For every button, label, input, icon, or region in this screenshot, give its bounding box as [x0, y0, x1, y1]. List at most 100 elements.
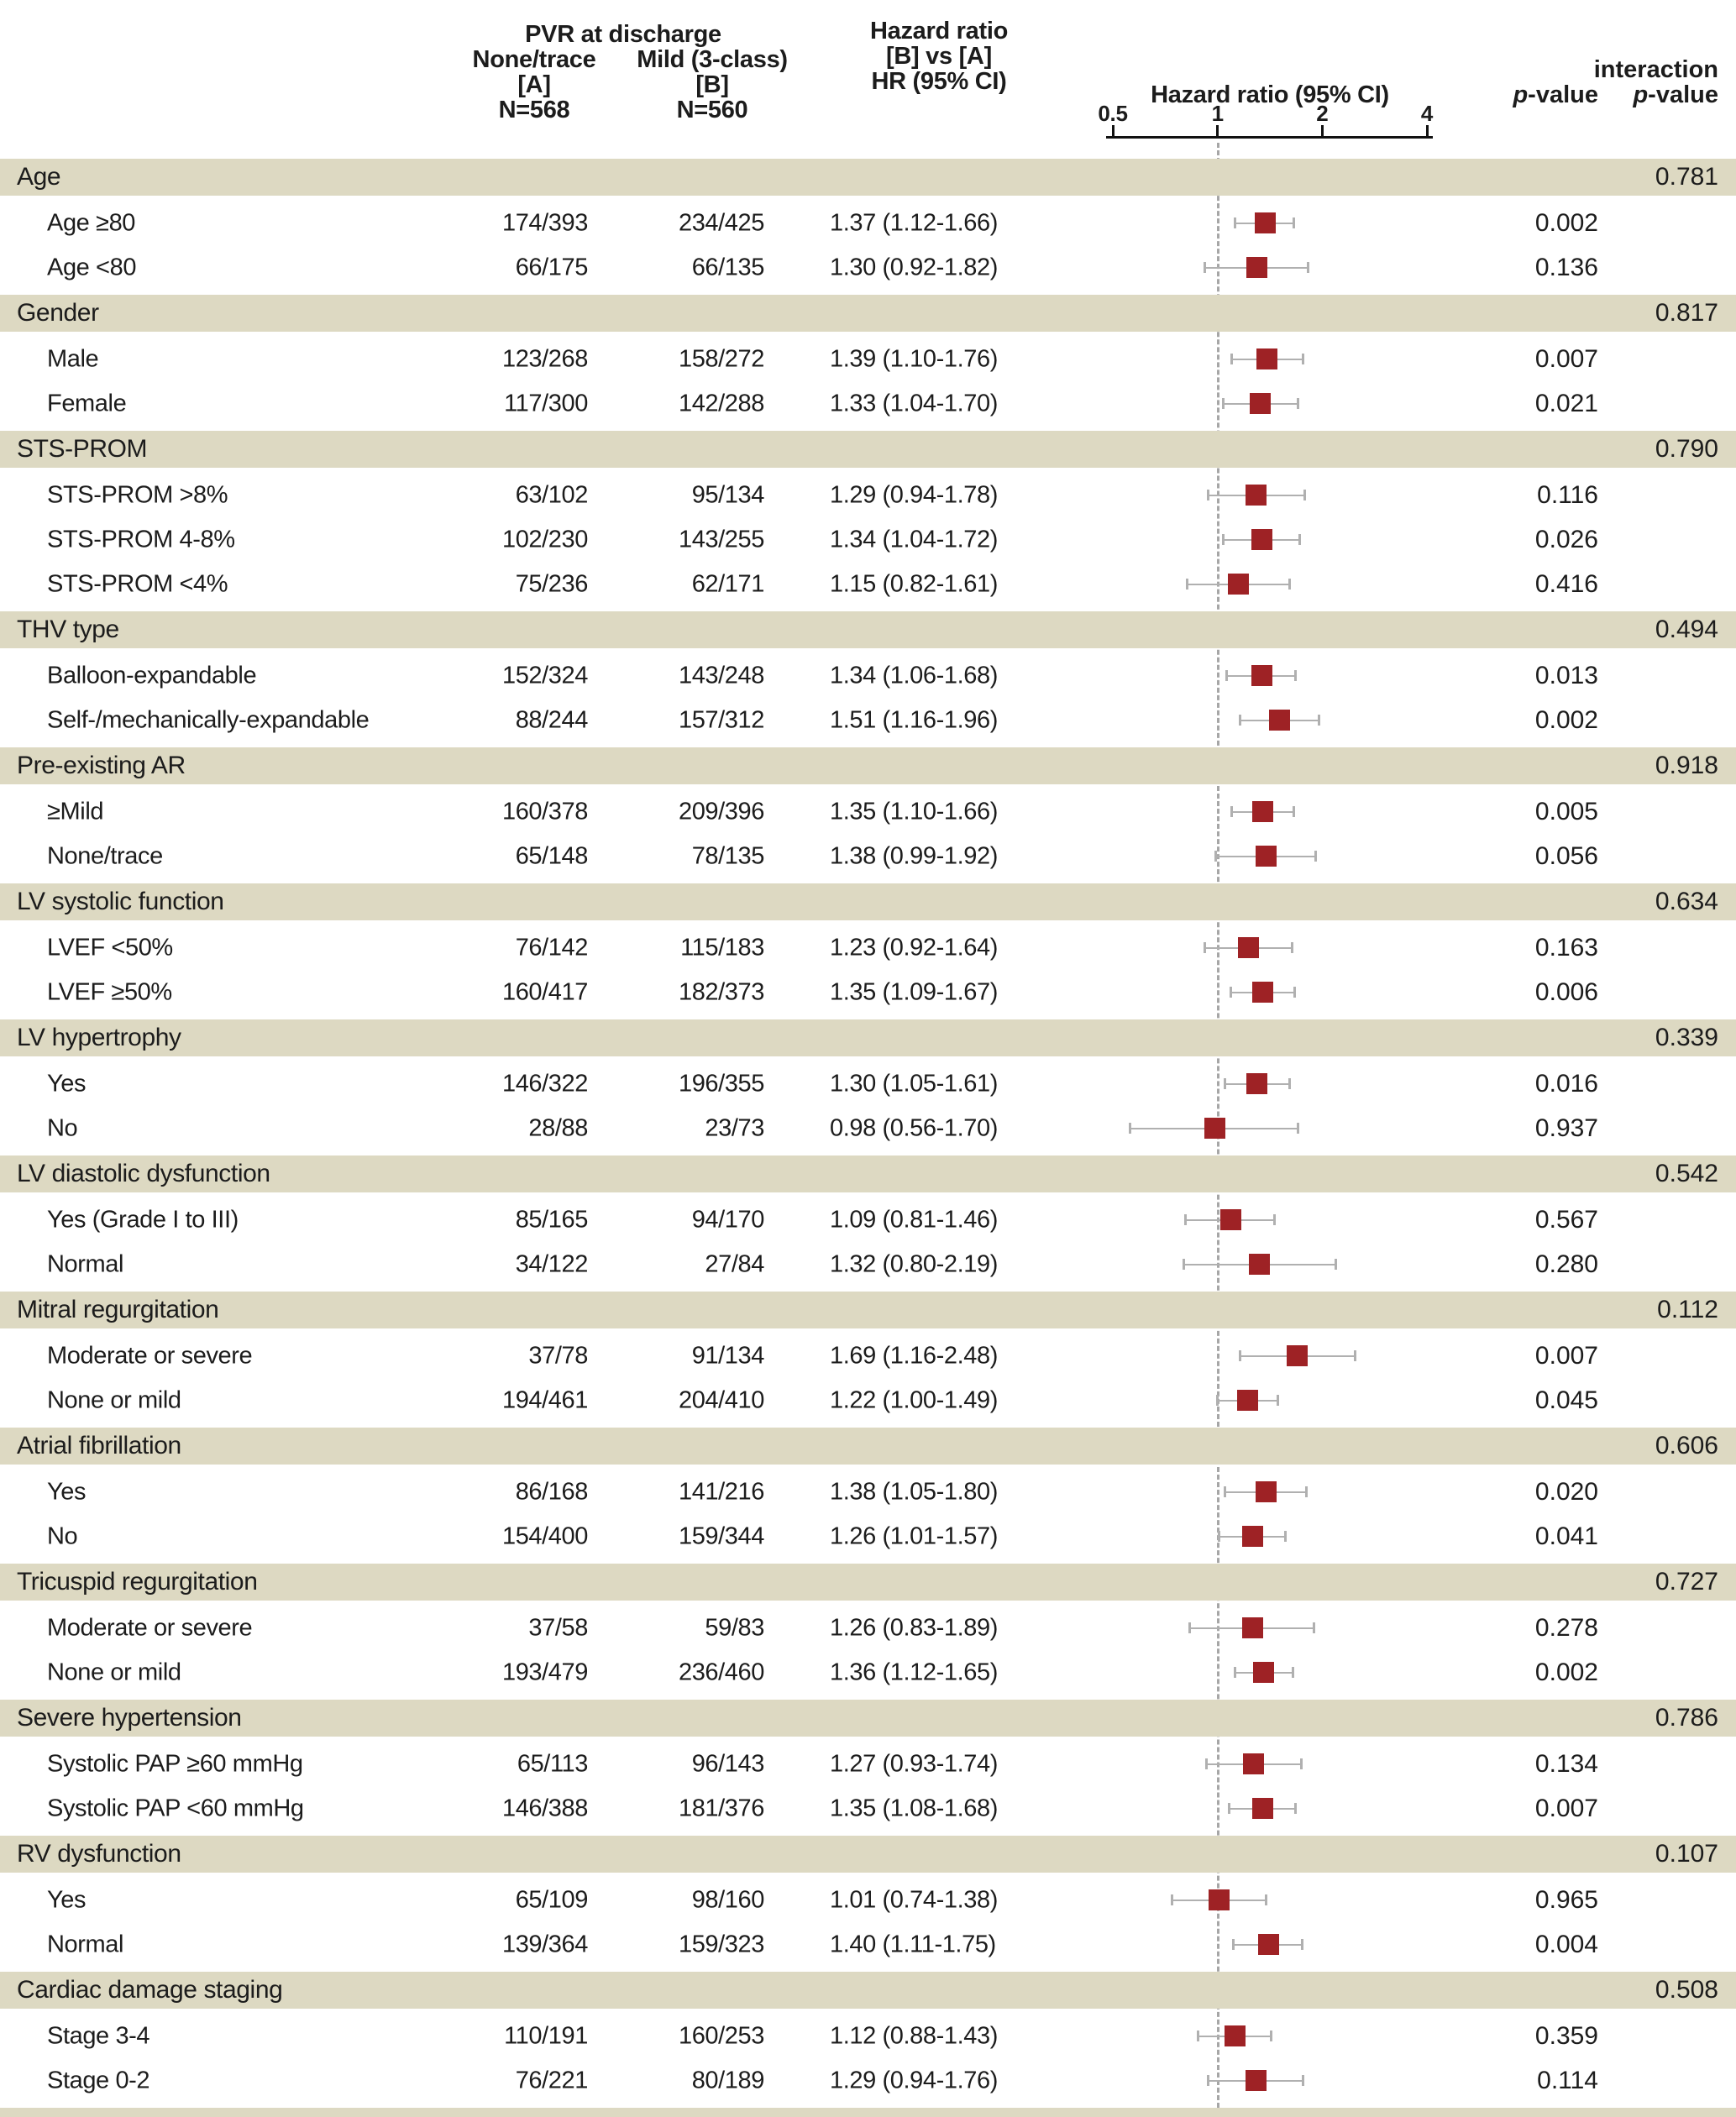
group-b-events: 94/170 — [691, 1206, 765, 1233]
subgroup-label: Moderate or severe — [47, 1342, 253, 1369]
group-a-events: 160/378 — [501, 798, 588, 825]
hr-point-marker — [1236, 1390, 1258, 1411]
table-row: STS-PROM 4-8% 102/230 143/255 1.34 (1.04-1.… — [0, 517, 1736, 562]
subgroup-label: STS-PROM >8% — [47, 481, 228, 508]
ci-cap — [1273, 1214, 1277, 1225]
ci-cap — [1183, 1259, 1186, 1270]
group-label: RV dysfunction — [17, 1840, 181, 1868]
pvr-span-header: PVR at discharge — [525, 21, 721, 48]
group-header-row: Pre-existing AR 0.918 — [0, 747, 1736, 784]
group-a-events: 85/165 — [515, 1206, 589, 1233]
group-a-events: 37/58 — [528, 1614, 588, 1641]
ci-cap — [1294, 1803, 1298, 1814]
interaction-header-line2: p-value — [1633, 81, 1718, 108]
table-row: Male 123/268 158/272 1.39 (1.10-1.76) 0.007 — [0, 337, 1736, 381]
hr-point-marker — [1246, 1073, 1268, 1094]
table-row: No 154/400 159/344 1.26 (1.01-1.57) 0.041 — [0, 1514, 1736, 1559]
hr-ci-text: 1.32 (0.80-2.19) — [830, 1250, 998, 1277]
group-label: Tricuspid regurgitation — [17, 1568, 258, 1596]
ci-cap — [1238, 715, 1241, 726]
ci-cap — [1306, 262, 1309, 273]
interaction-p-value: 0.817 — [1655, 299, 1718, 327]
group-label: LV diastolic dysfunction — [17, 1160, 270, 1187]
group-header-row: STS-PROM 0.790 — [0, 431, 1736, 468]
group-a-events: 63/102 — [515, 481, 589, 508]
group-label: STS-PROM — [17, 435, 148, 463]
hr-ci-text: 1.22 (1.00-1.49) — [830, 1386, 998, 1413]
hr-point-marker — [1286, 1345, 1308, 1366]
group-header-row: Tricuspid regurgitation 0.727 — [0, 1564, 1736, 1601]
subgroup-label: ≥Mild — [47, 798, 104, 825]
ci-cap — [1230, 806, 1234, 817]
subgroup-label: Stage 3-4 — [47, 2022, 150, 2049]
axis-tick-label: 4 — [1420, 101, 1434, 126]
p-value: 0.056 — [1534, 841, 1598, 870]
interaction-p-value: 0.339 — [1655, 1024, 1718, 1051]
group-header-row: Gender 0.817 — [0, 295, 1736, 332]
subgroup-label: None/trace — [47, 842, 163, 869]
hr-point-marker — [1241, 1526, 1263, 1547]
p-value: 0.965 — [1534, 1885, 1598, 1914]
ci-cap — [1284, 1531, 1288, 1542]
hr-point-marker — [1204, 1118, 1225, 1139]
group-a-events: 146/322 — [501, 1070, 588, 1097]
p-value: 0.007 — [1534, 344, 1598, 373]
group-a-events: 65/148 — [515, 842, 589, 869]
hr-ci-text: 1.33 (1.04-1.70) — [830, 390, 998, 417]
p-value: 0.163 — [1534, 933, 1598, 962]
hr-ci-text: 1.69 (1.16-2.48) — [830, 1342, 998, 1369]
hr-axis-line — [1106, 136, 1433, 139]
column-b-line3: N=560 — [676, 97, 748, 123]
column-a-line1: None/trace — [472, 46, 596, 73]
subgroup-label: STS-PROM <4% — [47, 570, 228, 597]
ci-cap — [1353, 1350, 1356, 1361]
group-b-events: 159/344 — [678, 1522, 764, 1549]
subgroup-label: Yes — [47, 1070, 87, 1097]
p-value: 0.002 — [1534, 208, 1598, 237]
axis-tick — [1111, 125, 1115, 136]
ci-cap — [1205, 1758, 1209, 1769]
ci-cap — [1204, 262, 1207, 273]
group-label: THV type — [17, 616, 119, 643]
group-b-events: 181/376 — [678, 1795, 764, 1821]
hr-point-marker — [1245, 2070, 1267, 2091]
subgroup-label: LVEF <50% — [47, 934, 173, 961]
interaction-p-value: 0.112 — [1657, 1296, 1718, 1323]
interaction-p-value: 0.634 — [1655, 888, 1718, 915]
ci-cap — [1128, 1123, 1131, 1134]
hr-point-marker — [1243, 1753, 1265, 1774]
hr-ci-text: 1.27 (0.93-1.74) — [830, 1750, 998, 1777]
group-b-events: 59/83 — [705, 1614, 764, 1641]
p-value: 0.416 — [1534, 569, 1598, 598]
table-row: LVEF ≥50% 160/417 182/373 1.35 (1.09-1.67) 0… — [0, 970, 1736, 1014]
axis-tick-label: 2 — [1316, 101, 1329, 126]
group-header-row: RV dysfunction 0.107 — [0, 1836, 1736, 1873]
group-a-events: 88/244 — [515, 706, 589, 733]
hr-ci-text: 1.38 (0.99-1.92) — [830, 842, 998, 869]
subgroup-label: Normal — [47, 1931, 124, 1957]
hr-ci-text: 1.34 (1.06-1.68) — [830, 662, 998, 689]
group-a-events: 160/417 — [501, 978, 588, 1005]
hr-point-marker — [1228, 574, 1250, 595]
ci-cap — [1207, 490, 1210, 500]
hr-point-marker — [1252, 982, 1274, 1003]
group-b-events: 159/323 — [678, 1931, 764, 1957]
subgroup-label: Moderate or severe — [47, 1614, 253, 1641]
p-value: 0.021 — [1534, 389, 1598, 417]
group-a-events: 152/324 — [501, 662, 588, 689]
group-a-events: 65/109 — [515, 1886, 589, 1913]
ci-cap — [1238, 1350, 1241, 1361]
hr-point-marker — [1269, 710, 1291, 731]
ci-cap — [1270, 2031, 1273, 2041]
group-label: Pre-existing AR — [17, 752, 186, 779]
group-a-events: 102/230 — [501, 526, 588, 553]
table-row: Self-/mechanically-expandable 88/244 157/3… — [0, 698, 1736, 742]
group-label: LV systolic function — [17, 888, 224, 915]
group-header-row: THV type 0.494 — [0, 611, 1736, 648]
hr-ci-text: 1.30 (0.92-1.82) — [830, 254, 998, 280]
group-b-events: 209/396 — [678, 798, 764, 825]
group-a-events: 86/168 — [515, 1478, 589, 1505]
group-a-events: 154/400 — [501, 1522, 588, 1549]
group-b-events: 204/410 — [678, 1386, 764, 1413]
ci-cap — [1335, 1259, 1338, 1270]
